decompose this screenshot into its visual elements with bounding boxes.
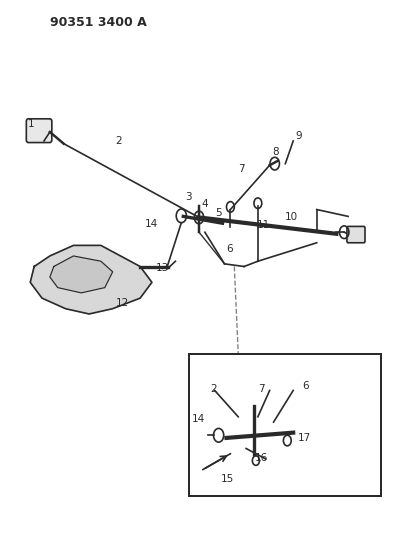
Text: 17: 17	[298, 433, 311, 443]
Text: 7: 7	[258, 384, 265, 394]
Text: 6: 6	[302, 381, 309, 391]
Text: 90351 3400 A: 90351 3400 A	[50, 16, 146, 29]
Text: 14: 14	[144, 219, 158, 229]
Text: 13: 13	[156, 263, 169, 273]
Text: 15: 15	[220, 473, 234, 483]
Text: 10: 10	[285, 212, 298, 222]
Text: 7: 7	[238, 164, 245, 174]
Text: 4: 4	[201, 199, 208, 209]
Polygon shape	[30, 245, 152, 314]
Text: 8: 8	[272, 147, 279, 157]
FancyBboxPatch shape	[26, 119, 52, 142]
Bar	[189, 353, 382, 496]
FancyBboxPatch shape	[347, 227, 365, 243]
Text: 9: 9	[296, 131, 302, 141]
Text: 3: 3	[185, 192, 192, 202]
Text: 2: 2	[115, 136, 122, 147]
Text: 12: 12	[116, 298, 129, 309]
Text: 2: 2	[210, 384, 217, 394]
Text: 1: 1	[28, 118, 35, 128]
Text: 5: 5	[215, 208, 221, 218]
Text: 14: 14	[191, 415, 205, 424]
Text: 6: 6	[226, 244, 232, 254]
Text: 16: 16	[254, 454, 267, 464]
Polygon shape	[50, 256, 113, 293]
Text: 11: 11	[257, 220, 270, 230]
